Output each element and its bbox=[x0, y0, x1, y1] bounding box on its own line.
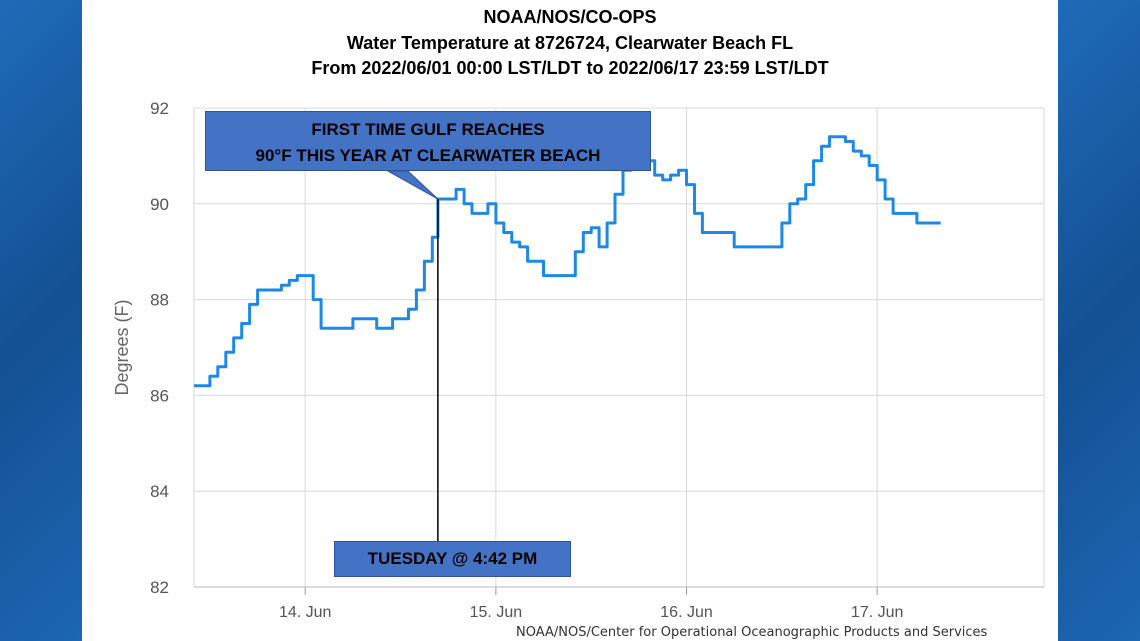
axes: 82 84 86 88 90 92 14. Jun 15. Jun 16. Jun 17. Jun… bbox=[112, 99, 1044, 621]
y-tick-label: 88 bbox=[150, 291, 169, 310]
x-tick-label: 16. Jun bbox=[660, 604, 712, 621]
source-credit: NOAA/NOS/Center for Operational Oceanogr… bbox=[516, 625, 988, 640]
background-left-panel bbox=[0, 0, 82, 641]
chart-title-line-2: Water Temperature at 8726724, Clearwater… bbox=[346, 33, 794, 53]
plot-border bbox=[193, 107, 1045, 588]
y-axis-label: Degrees (F) bbox=[112, 299, 132, 395]
chart-title-line-1: NOAA/NOS/CO-OPS bbox=[483, 7, 657, 27]
x-tick-label: 17. Jun bbox=[851, 604, 903, 621]
callout-first-90f-line-1: FIRST TIME GULF REACHES bbox=[311, 120, 545, 139]
data-series bbox=[194, 135, 941, 388]
grid-lines bbox=[193, 107, 1045, 588]
callout-first-90f-line-2: 90°F THIS YEAR AT CLEARWATER BEACH bbox=[255, 146, 601, 165]
x-tick-label: 14. Jun bbox=[279, 604, 331, 621]
chart-panel bbox=[82, 0, 1058, 641]
water-temperature-line bbox=[194, 135, 941, 388]
y-tick-label: 90 bbox=[150, 195, 169, 214]
callout-timestamp: TUESDAY @ 4:42 PM bbox=[334, 541, 571, 577]
background-right-panel bbox=[1058, 0, 1140, 641]
x-tick-label: 15. Jun bbox=[470, 604, 522, 621]
chart-title-line-3: From 2022/06/01 00:00 LST/LDT to 2022/06… bbox=[311, 58, 829, 78]
y-tick-label: 82 bbox=[150, 578, 169, 597]
y-tick-label: 84 bbox=[150, 482, 169, 501]
callout-first-90f: FIRST TIME GULF REACHES 90°F THIS YEAR A… bbox=[205, 111, 651, 171]
annotations bbox=[385, 170, 439, 541]
y-tick-label: 92 bbox=[150, 99, 169, 118]
callout-pointer bbox=[385, 170, 439, 200]
y-tick-label: 86 bbox=[150, 386, 169, 405]
